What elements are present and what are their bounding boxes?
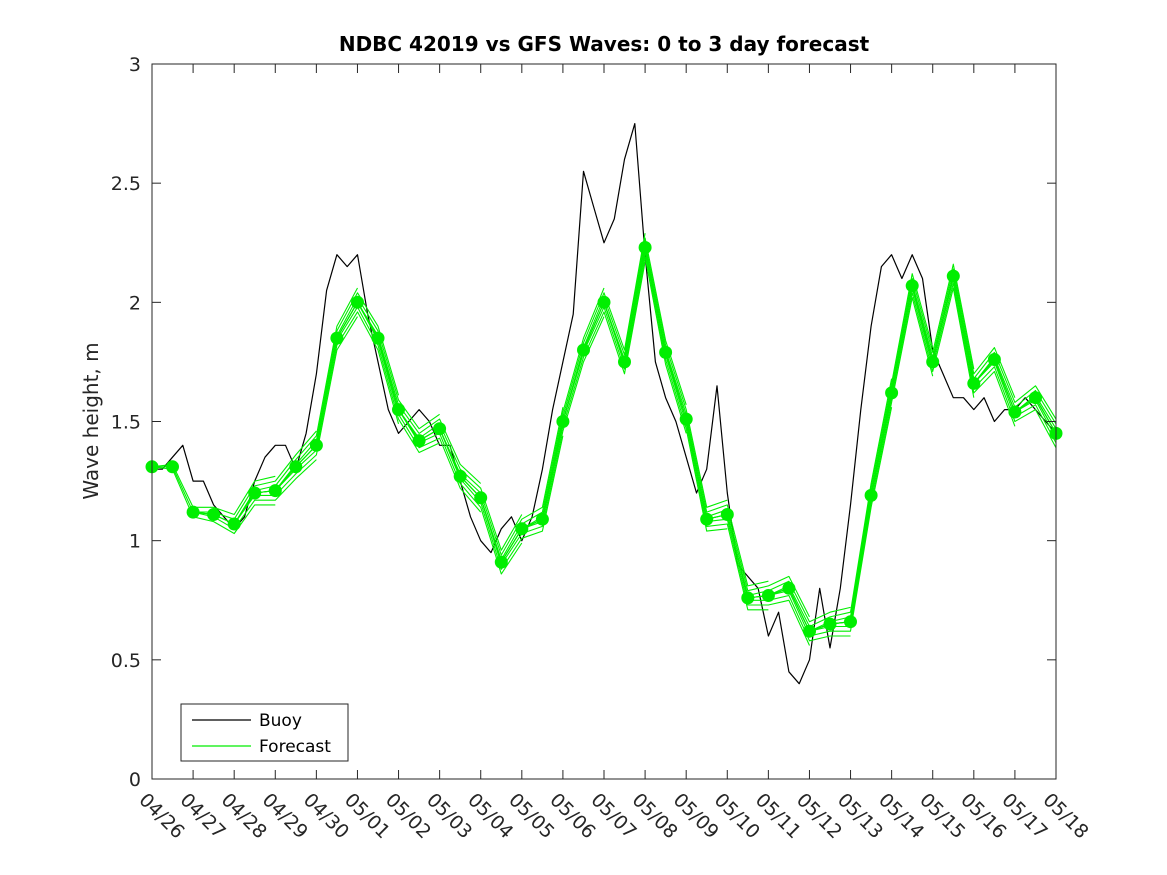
forecast-point [987,353,1001,366]
forecast-point [289,460,303,474]
forecast-point [412,434,426,448]
y-tick-label: 1 [129,531,141,553]
forecast-point [946,269,960,283]
forecast-point [659,345,673,359]
forecast-point [864,488,878,502]
legend-entry-label: Buoy [259,711,302,731]
forecast-point [823,617,837,631]
forecast-point [433,422,447,436]
y-tick-label: 2.5 [111,173,141,195]
forecast-point [535,512,549,526]
forecast-point [803,624,816,638]
forecast-point [741,591,755,605]
forecast-point [761,589,775,602]
forecast-point [309,438,323,452]
y-axis-label: Wave height, m [79,342,103,499]
forecast-point [597,295,611,309]
forecast-point [1029,391,1042,405]
forecast-point [720,508,734,521]
forecast-point [227,517,241,531]
legend-box [180,703,349,762]
forecast-point [268,484,282,498]
forecast-point [844,615,857,629]
forecast-point [166,460,179,474]
forecast-point [618,355,631,369]
forecast-point [453,469,467,483]
forecast-point [782,581,796,595]
forecast-point [392,403,405,417]
forecast-point [207,508,221,521]
forecast-point [515,522,529,536]
forecast-point [248,486,262,500]
forecast-point [330,331,344,345]
chart-title: NDBC 42019 vs GFS Waves: 0 to 3 day fore… [339,32,870,56]
y-tick-label: 3 [129,54,141,76]
buoy-series-line [152,122,1057,685]
plot-area [145,64,1063,779]
plot-background [152,64,1056,779]
forecast-point [700,512,714,526]
forecast-point [371,331,385,345]
forecast-point [905,279,919,293]
legend-entry-label: Forecast [259,737,331,757]
forecast-point [679,412,693,426]
forecast-point [556,415,570,428]
forecast-point [186,505,200,519]
forecast-point [885,386,899,400]
forecast-point [926,355,940,369]
y-tick-label: 1.5 [111,412,141,434]
y-tick-label: 2 [129,292,141,314]
forecast-point [638,241,652,254]
forecast-point [494,555,508,569]
forecast-point [577,343,590,357]
y-tick-label: 0 [129,769,141,791]
forecast-point [1008,405,1022,419]
forecast-point [351,295,364,309]
legend: Buoy Forecast [180,703,349,762]
forecast-point [474,491,488,505]
y-tick-label: 0.5 [111,650,141,672]
forecast-point [967,376,981,390]
